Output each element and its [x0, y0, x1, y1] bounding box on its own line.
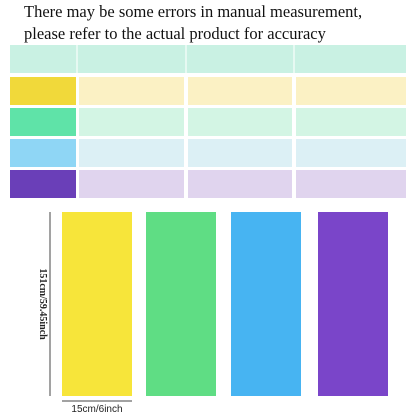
- band-green: [146, 212, 216, 396]
- band-purple: [318, 212, 388, 396]
- divider: [76, 45, 78, 73]
- divider: [293, 45, 295, 73]
- cell: [296, 77, 406, 105]
- swatch-purple: [10, 170, 76, 198]
- swatch-blue: [10, 139, 76, 167]
- note-line: There may be some errors in manual measu…: [24, 2, 362, 21]
- swatch-table: [10, 45, 406, 198]
- band-blue: [231, 212, 301, 396]
- swatch-yellow: [10, 77, 76, 105]
- cell: [188, 170, 292, 198]
- cell: [188, 139, 292, 167]
- cell: [79, 77, 184, 105]
- cell: [188, 77, 292, 105]
- cell: [79, 108, 184, 136]
- swatch-green: [10, 108, 76, 136]
- table-header: [10, 45, 406, 73]
- band-yellow: [62, 212, 132, 396]
- length-label: 151cm/59.45inch: [37, 268, 48, 340]
- cell: [296, 108, 406, 136]
- cell: [79, 139, 184, 167]
- cell: [296, 139, 406, 167]
- bands: [62, 212, 388, 396]
- cell: [188, 108, 292, 136]
- cell: [296, 170, 406, 198]
- divider: [185, 45, 187, 73]
- note-line: please refer to the actual product for a…: [24, 24, 327, 43]
- cell: [79, 170, 184, 198]
- width-label: 15cm/6inch: [71, 404, 122, 415]
